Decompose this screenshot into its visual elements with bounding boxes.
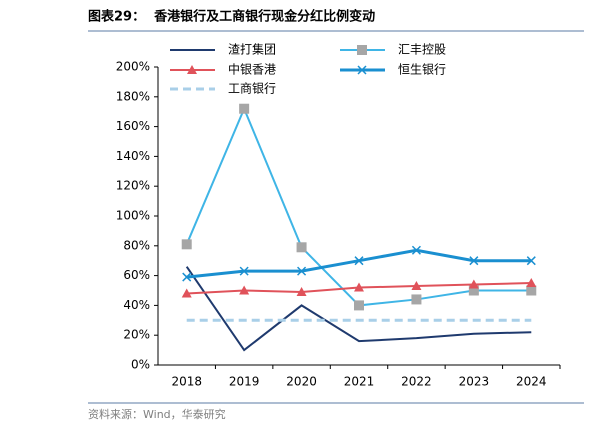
point-marker [526, 278, 537, 288]
point-marker [181, 288, 192, 298]
x-tick-label: 2019 [229, 375, 260, 389]
point-marker [468, 279, 479, 289]
point-marker [239, 103, 250, 114]
point-marker [526, 285, 537, 296]
point-marker [469, 256, 479, 266]
y-tick-label: 180% [116, 89, 150, 103]
y-tick-label: 80% [123, 238, 150, 252]
series-line [185, 266, 532, 352]
x-tick-label: 2020 [286, 375, 317, 389]
point-marker [296, 286, 307, 296]
legend-label: 汇丰控股 [398, 43, 446, 57]
point-marker [239, 285, 250, 295]
y-tick-label: 0% [131, 358, 150, 372]
point-marker [354, 282, 364, 292]
point-marker [354, 256, 364, 266]
x-tick-label: 2023 [459, 375, 490, 389]
y-tick-label: 160% [116, 119, 150, 133]
series-line [186, 248, 532, 279]
series-line [185, 106, 532, 307]
y-tick-label: 60% [123, 268, 150, 282]
x-tick-label: 2024 [516, 375, 547, 389]
point-marker [468, 285, 479, 296]
point-marker [239, 266, 249, 276]
x-tick-label: 2022 [401, 375, 432, 389]
legend-marker [357, 45, 367, 55]
legend-marker [187, 65, 197, 74]
point-marker [411, 281, 422, 291]
point-marker [182, 272, 192, 282]
source: 资料来源：Wind，华泰研究 [88, 407, 226, 421]
point-marker [296, 242, 307, 253]
y-tick-label: 100% [116, 209, 150, 223]
legend-label: 工商银行 [228, 81, 276, 96]
chart-title: 图表29： 香港银行及工商银行现金分红比例变动 [88, 9, 375, 25]
y-tick-label: 120% [116, 179, 150, 193]
legend-label: 恒生银行 [398, 63, 446, 77]
point-marker [354, 300, 364, 311]
x-tick-label: 2018 [171, 375, 202, 389]
legend-marker [357, 65, 367, 75]
x-tick-label: 2021 [344, 375, 375, 389]
point-marker [411, 294, 422, 305]
y-tick-label: 40% [123, 298, 150, 312]
point-marker [526, 256, 536, 266]
point-marker [297, 266, 307, 276]
y-tick-label: 200% [116, 60, 150, 74]
legend-label: 中银香港 [228, 62, 276, 77]
point-marker [181, 239, 192, 250]
point-marker [411, 245, 421, 255]
legend-label: 渣打集团 [228, 42, 276, 57]
y-tick-label: 20% [123, 328, 150, 342]
y-tick-label: 140% [116, 149, 150, 163]
